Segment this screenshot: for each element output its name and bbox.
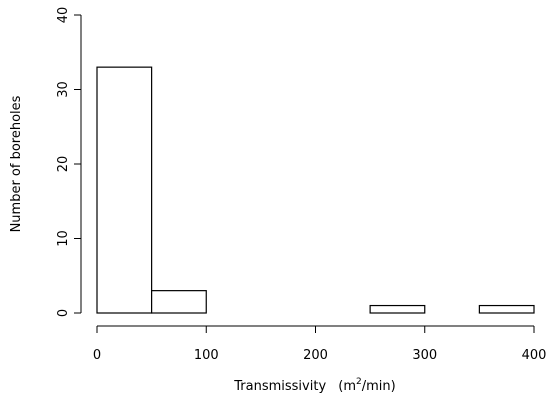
- x-axis: 0 100 200 300 400: [93, 325, 547, 363]
- x-axis-title-prefix: Transmissivity: [233, 379, 326, 394]
- x-axis-title-unit: m: [343, 379, 356, 394]
- histogram-bar: [151, 290, 207, 314]
- histogram-bar: [478, 304, 535, 314]
- histogram-bars: [96, 66, 535, 314]
- x-axis-title-unit-suffix: /min: [362, 379, 391, 394]
- x-tick-label: 200: [303, 348, 328, 363]
- x-tick-label: 100: [194, 348, 219, 363]
- x-tick-label: 0: [93, 348, 101, 363]
- x-tick-label: 400: [522, 348, 547, 363]
- x-tick-label: 300: [412, 348, 437, 363]
- x-axis-title-exponent: 2: [356, 377, 362, 387]
- histogram-bar: [96, 66, 153, 314]
- y-tick-label: 0: [56, 309, 71, 317]
- histogram-bar: [369, 304, 426, 314]
- y-axis: 0 10 20 30 40: [56, 7, 82, 317]
- x-axis-title: Transmissivity (m2/min): [233, 377, 396, 394]
- y-axis-title: Number of boreholes: [9, 95, 24, 232]
- y-tick-label: 40: [56, 7, 71, 24]
- y-tick-label: 30: [56, 81, 71, 98]
- y-tick-label: 10: [56, 230, 71, 247]
- y-tick-label: 20: [56, 156, 71, 173]
